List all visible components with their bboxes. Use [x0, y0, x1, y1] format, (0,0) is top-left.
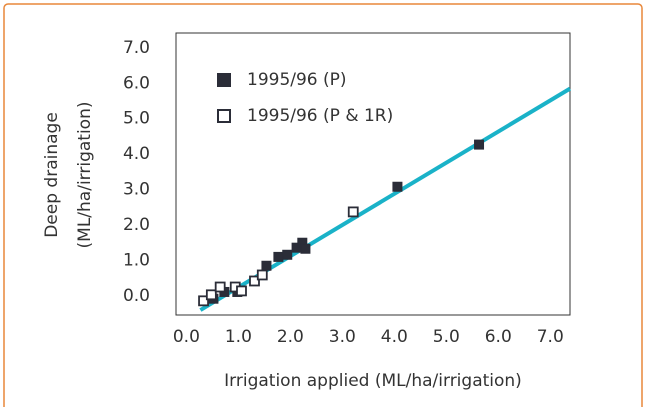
legend-marker — [217, 73, 231, 87]
y-tick-label: 1.0 — [123, 250, 150, 270]
marker — [392, 181, 403, 192]
x-tick-label: 6.0 — [485, 327, 512, 347]
y-axis-label-line: Deep drainage — [42, 112, 62, 238]
y-tick-label: 6.0 — [123, 73, 150, 93]
marker — [474, 139, 485, 150]
marker — [236, 285, 247, 297]
marker — [347, 206, 359, 218]
legend-label: 1995/96 (P) — [247, 70, 347, 90]
marker — [198, 295, 209, 307]
marker — [261, 260, 272, 271]
y-axis-label: Deep drainage (ML/ha/irrigation) — [42, 102, 95, 249]
x-tick-label: 1.0 — [225, 327, 252, 347]
marker — [249, 275, 260, 287]
x-tick-label: 5.0 — [433, 327, 460, 347]
y-tick-label: 3.0 — [123, 180, 150, 200]
y-tick-label: 4.0 — [123, 144, 150, 164]
x-tick-label: 3.0 — [329, 327, 356, 347]
marker — [214, 281, 226, 293]
marker — [205, 289, 217, 301]
marker — [273, 251, 284, 262]
marker — [256, 269, 268, 281]
plot-frame — [175, 32, 571, 316]
legend-marker — [217, 109, 231, 123]
x-tick-label: 2.0 — [277, 327, 304, 347]
legend-label: 1995/96 (P & 1R) — [247, 106, 393, 126]
y-tick-label: 5.0 — [123, 109, 150, 129]
frame — [3, 3, 643, 407]
x-tick-label: 7.0 — [537, 327, 564, 347]
x-tick-label: 4.0 — [381, 327, 408, 347]
marker — [300, 243, 311, 254]
y-tick-label: 0.0 — [123, 286, 150, 306]
x-tick-label: 0.0 — [173, 327, 200, 347]
y-tick-label: 7.0 — [123, 38, 150, 58]
y-tick-label: 2.0 — [123, 215, 150, 235]
marker — [282, 249, 293, 260]
x-axis-label: Irrigation applied (ML/ha/irrigation) — [224, 371, 522, 391]
y-axis-label-line: (ML/ha/irrigation) — [75, 102, 95, 249]
